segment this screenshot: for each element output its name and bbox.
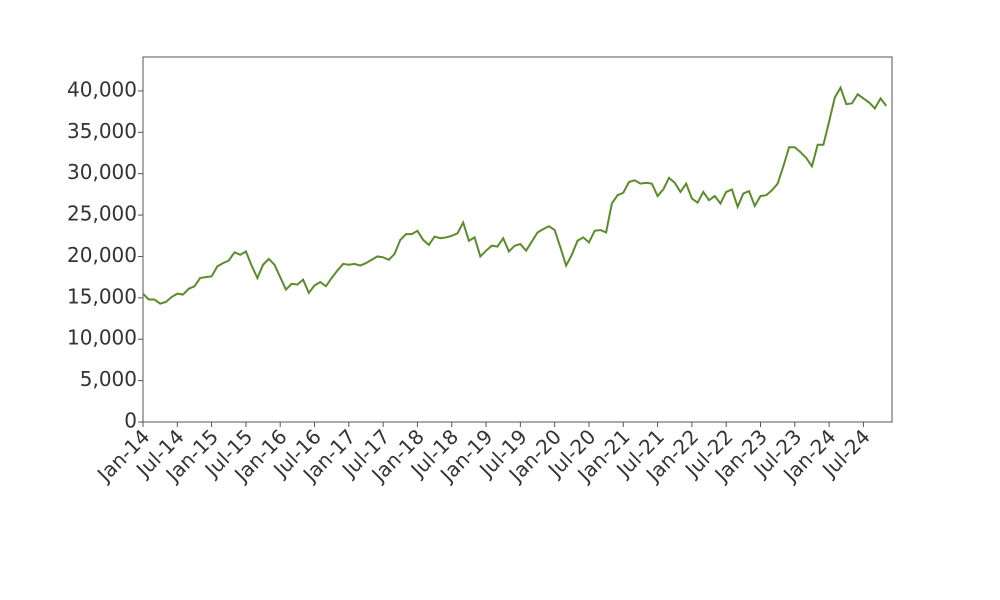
y-tick-label: 5,000 xyxy=(80,367,137,391)
data-line xyxy=(142,85,888,305)
y-tick-label: 15,000 xyxy=(67,284,137,308)
y-tick-label: 0 xyxy=(124,409,137,433)
y-tick-label: 25,000 xyxy=(67,202,137,226)
y-tick-label: 30,000 xyxy=(67,160,137,184)
plot-frame xyxy=(142,56,893,423)
y-tick-label: 10,000 xyxy=(67,326,137,350)
y-tick-label: 20,000 xyxy=(67,243,137,267)
y-tick-label: 35,000 xyxy=(67,119,137,143)
y-tick-label: 40,000 xyxy=(67,77,137,101)
